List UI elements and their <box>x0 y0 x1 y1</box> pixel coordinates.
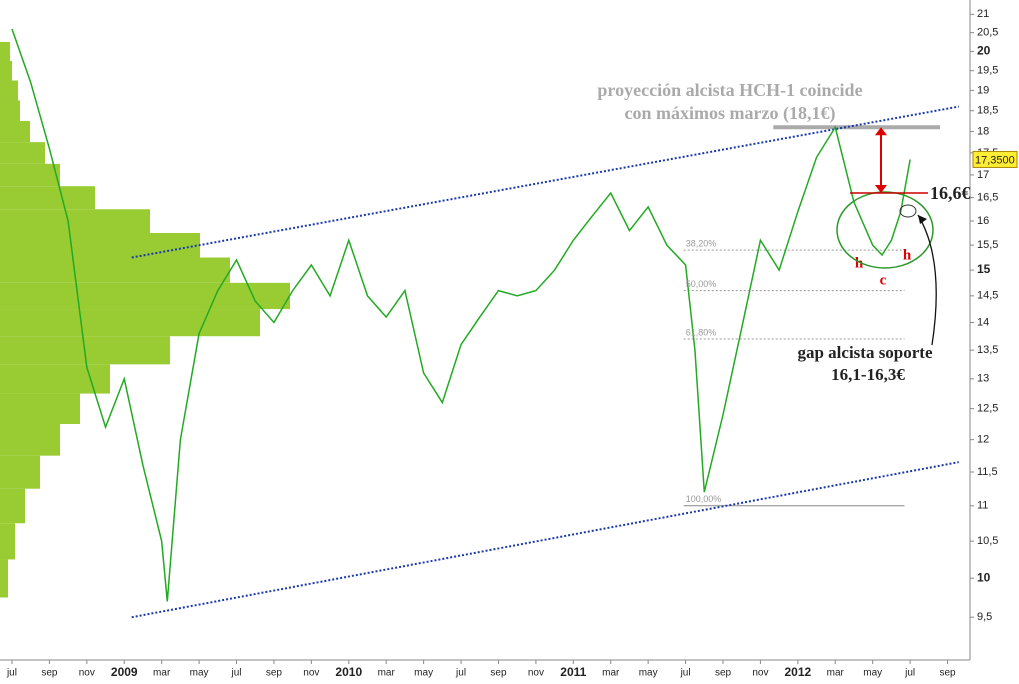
y-tick-label: 12,5 <box>977 403 998 415</box>
pattern-label: h <box>903 247 912 263</box>
x-tick-label: may <box>414 668 433 679</box>
gap-arrowhead <box>918 215 927 224</box>
last-price-label: 17,3500 <box>975 154 1015 166</box>
gap-arrow <box>917 214 937 346</box>
x-tick-label: nov <box>303 668 319 679</box>
x-tick-label: 2011 <box>560 665 586 679</box>
profile-bar <box>0 282 290 310</box>
x-tick-label: sep <box>715 668 732 679</box>
y-tick-label: 14,5 <box>977 290 998 302</box>
y-tick-label: 10,5 <box>977 535 998 547</box>
y-tick-label: 17 <box>977 169 989 181</box>
profile-bar <box>0 559 8 598</box>
profile-bar <box>0 60 12 81</box>
trend-line <box>131 105 959 259</box>
y-tick-label: 13 <box>977 373 989 385</box>
last-price-box <box>972 150 1018 168</box>
y-tick-label: 18 <box>977 125 989 137</box>
y-tick-label: 10 <box>977 570 991 584</box>
x-tick-label: nov <box>528 668 544 679</box>
y-tick-label: 11,5 <box>977 466 998 478</box>
x-tick-label: mar <box>602 668 620 679</box>
y-tick-label: 15 <box>977 262 991 276</box>
x-tick-label: may <box>190 668 209 679</box>
x-tick-label: 2010 <box>335 665 362 679</box>
profile-bar <box>0 232 200 258</box>
trend-line <box>131 461 959 619</box>
pattern-label: h <box>855 255 864 271</box>
x-tick-label: nov <box>79 668 95 679</box>
profile-bar <box>0 523 15 560</box>
profile-bar <box>0 309 260 337</box>
x-tick-label: mar <box>153 668 171 679</box>
y-tick-label: 13,5 <box>977 344 998 356</box>
y-tick-label: 19,5 <box>977 65 998 77</box>
plot <box>0 28 959 619</box>
y-tick-label: 18,5 <box>977 105 998 117</box>
profile-bar <box>0 257 230 283</box>
fib-label: 50,00% <box>686 279 717 289</box>
gap-circle <box>899 204 917 218</box>
x-tick-label: may <box>863 668 882 679</box>
x-tick-label: nov <box>752 668 768 679</box>
x-tick-label: sep <box>41 668 58 679</box>
x-tick-label: jul <box>904 668 915 679</box>
x-tick-label: 2009 <box>111 665 138 679</box>
y-tick-label: 20,5 <box>977 27 998 39</box>
x-tick-label: jul <box>680 668 691 679</box>
x-tick-label: mar <box>827 668 845 679</box>
title: proyección alcista HCH-1 coincide <box>597 80 862 100</box>
neckline-label: 16,6€ <box>930 183 971 203</box>
y-tick-label: 9,5 <box>977 611 992 623</box>
x-tick-label: jul <box>455 668 466 679</box>
profile-bar <box>0 80 18 101</box>
profile-bar <box>0 488 25 524</box>
arrowhead <box>875 127 887 194</box>
x-tick-label: jul <box>6 668 17 679</box>
y-tick-label: 20 <box>977 44 991 58</box>
y-tick-label: 12 <box>977 434 989 446</box>
profile-bar <box>0 186 95 210</box>
fib-label: 38,20% <box>686 238 717 248</box>
x-tick-label: may <box>639 668 658 679</box>
y-tick-label: 16,5 <box>977 192 998 204</box>
profile-bar <box>0 209 150 233</box>
x-tick-label: sep <box>266 668 283 679</box>
x-tick-label: 2012 <box>785 665 812 679</box>
y-tick-label: 11 <box>977 500 988 512</box>
x-tick-label: jul <box>231 668 242 679</box>
y-tick-label: 19 <box>977 84 989 96</box>
profile-bar <box>0 100 20 122</box>
profile-bar <box>0 455 40 489</box>
fib-label: 61,80% <box>686 327 717 337</box>
profile-bar <box>0 142 45 164</box>
y-tick-label: 14 <box>977 316 989 328</box>
price-line <box>11 28 911 602</box>
profile-bar <box>0 41 10 61</box>
pattern-circle <box>836 191 934 269</box>
profile-bar <box>0 393 80 424</box>
x-tick-label: mar <box>378 668 396 679</box>
fib-label: 100,00% <box>686 494 722 504</box>
profile-bar <box>0 163 60 187</box>
x-tick-label: sep <box>490 668 507 679</box>
y-tick-label: 16 <box>977 215 989 227</box>
y-tick-label: 21 <box>977 8 989 20</box>
y-tick-label: 15,5 <box>977 239 998 251</box>
profile-bar <box>0 364 110 394</box>
profile-bar <box>0 121 30 143</box>
profile-bar <box>0 423 60 456</box>
x-tick-label: sep <box>939 668 956 679</box>
gap-note: 16,1-16,3€ <box>831 365 905 384</box>
gap-note: gap alcista soporte <box>797 343 933 362</box>
pattern-label: c <box>880 272 887 288</box>
subtitle: con máximos marzo (18,1€) <box>625 103 836 124</box>
